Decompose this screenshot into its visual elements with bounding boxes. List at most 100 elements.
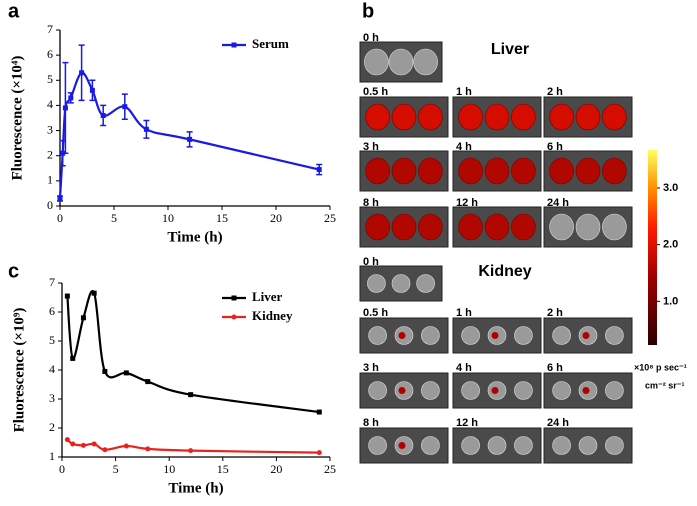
group-title: Liver [491,41,529,58]
organ [413,48,438,76]
colorbar-tick-label: 3.0 [663,182,678,194]
y-tick-label: 2 [47,147,53,161]
organ [416,274,435,293]
time-label: 0 h [363,32,379,44]
y-tick-label: 4 [47,97,53,111]
organ [605,381,624,400]
organ [458,103,483,131]
legend-label: Liver [252,289,283,304]
marker [143,126,149,132]
y-tick-label: 0 [47,198,53,212]
organ [391,213,417,241]
organ [421,381,440,400]
marker [79,70,85,76]
time-label: 4 h [456,141,472,153]
organ [511,213,536,241]
organ [368,381,387,400]
signal [398,442,406,449]
signal [582,332,590,339]
y-tick-label: 1 [49,449,55,463]
y-tick-label: 6 [47,47,53,61]
legend-label: Kidney [252,308,293,323]
organ [367,274,386,293]
x-tick-label: 25 [324,462,336,476]
x-tick-label: 15 [217,462,229,476]
time-label: 3 h [363,362,379,374]
time-label: 8 h [363,417,379,429]
marker [188,392,194,398]
organ [418,103,443,131]
organ [365,157,390,185]
time-label: 2 h [547,86,563,98]
x-tick-label: 25 [324,211,336,225]
panel-label: b [362,0,374,22]
y-tick-label: 5 [49,333,55,347]
organ [391,274,411,293]
organ [575,103,601,131]
marker [187,136,193,142]
organ [575,157,601,185]
marker [70,441,76,447]
organ [391,103,417,131]
organ [552,436,571,455]
organ [575,213,601,241]
y-tick-label: 7 [47,22,53,36]
organ [368,436,387,455]
time-label: 0.5 h [363,307,388,319]
organ [365,103,390,131]
time-label: 8 h [363,197,379,209]
organ [514,436,533,455]
organ [549,157,574,185]
y-axis-title: Fluorescence (×10⁴) [9,56,25,181]
organ [578,436,598,455]
marker [62,105,68,111]
y-tick-label: 4 [49,362,55,376]
organ [514,326,533,345]
x-axis-title: Time (h) [167,229,222,245]
organ [461,436,480,455]
marker [122,104,128,110]
panel-label: a [8,0,20,22]
signal [491,387,499,394]
organ [364,48,389,76]
colorbar-label: cm⁻² sr⁻¹ [645,380,685,390]
time-label: 0.5 h [363,86,388,98]
y-axis-title: Fluorescence (×10⁹) [11,308,27,433]
y-tick-label: 2 [49,420,55,434]
time-label: 6 h [547,362,563,374]
time-label: 0 h [363,256,379,268]
time-label: 4 h [456,362,472,374]
marker [91,441,97,447]
marker [316,450,322,456]
marker [91,290,97,296]
organ [605,326,624,345]
time-label: 1 h [456,307,472,319]
time-label: 3 h [363,141,379,153]
marker [70,355,76,361]
x-tick-label: 15 [216,211,228,225]
marker [145,446,151,452]
marker [123,370,129,376]
organ [418,157,443,185]
marker [102,368,108,374]
y-tick-label: 1 [47,173,53,187]
organ [487,436,507,455]
y-tick-label: 5 [47,72,53,86]
marker [80,442,86,448]
time-label: 24 h [547,417,569,429]
y-tick-label: 6 [49,304,55,318]
legend-label: Serum [252,36,289,51]
group-title: Kidney [478,263,531,280]
colorbar-tick-label: 2.0 [663,239,678,251]
legend-marker [231,314,237,320]
time-label: 24 h [547,197,569,209]
organ [458,157,483,185]
organ [484,213,510,241]
colorbar-label: ×10⁸ p sec⁻¹ [634,362,687,372]
organ [605,436,624,455]
time-label: 2 h [547,307,563,319]
marker [64,437,70,443]
marker [102,447,108,453]
signal [582,387,590,394]
marker [316,409,322,415]
